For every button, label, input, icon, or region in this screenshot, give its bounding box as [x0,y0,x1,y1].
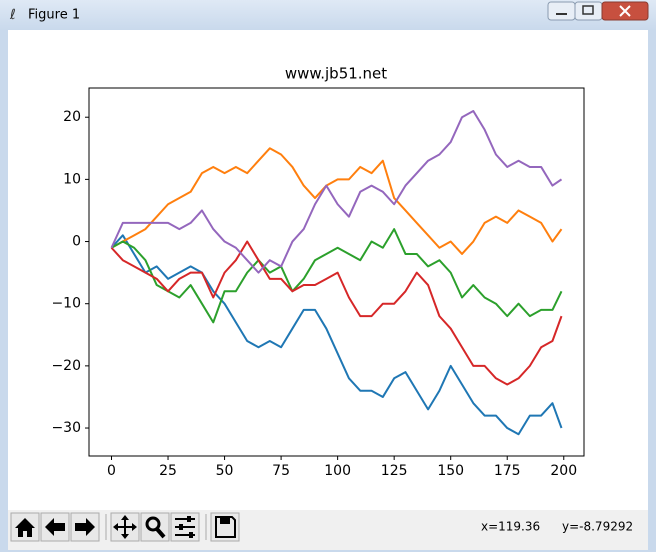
save-icon [215,516,236,538]
title-bar [0,0,656,30]
maximize-button[interactable] [574,1,603,21]
x-tick-label: 0 [107,463,116,479]
y-tick-label: 20 [63,109,81,125]
x-tick-label: 175 [494,463,521,479]
plot-frame [88,87,585,457]
window-title: Figure 1 [28,8,80,23]
y-tick-label: 0 [72,234,81,250]
series-line [110,240,563,386]
zoom-icon-handle [155,527,166,539]
window-controls[interactable] [547,1,649,21]
chart-title: www.jb51.net [285,65,387,83]
maximize-icon [582,5,594,15]
toolbar [8,510,648,550]
slider-knob [187,516,191,522]
x-tick-label: 100 [324,463,351,479]
y-tick-label: 10 [63,171,81,187]
save-icon-label [220,518,230,524]
pan-icon [113,515,137,539]
slider-knob [189,532,193,538]
series-line [111,147,563,255]
figure-canvas [8,30,648,510]
window-icon: ℓ [9,7,16,23]
y-tick-label: −30 [51,420,81,436]
x-tick-label: 200 [550,463,577,479]
series-line [110,234,563,436]
forward-icon [75,518,95,536]
toolbar-buttons[interactable] [10,512,240,542]
y-tick-label: −10 [51,296,81,312]
series-line [111,228,563,324]
series-line [110,110,563,274]
x-tick-label: 150 [437,463,464,479]
slider-knob [179,524,183,530]
home-icon [15,518,35,537]
status-y: y=-8.79292 [562,520,633,534]
x-tick-label: 50 [216,463,234,479]
x-tick-label: 125 [381,463,408,479]
x-tick-label: 25 [159,463,177,479]
minimize-button[interactable] [547,1,576,21]
y-tick-label: −20 [51,358,81,374]
status-x: x=119.36 [481,520,540,534]
zoom-icon [145,516,161,532]
close-icon [619,5,631,17]
x-tick-label: 75 [272,463,290,479]
back-icon [45,518,65,536]
